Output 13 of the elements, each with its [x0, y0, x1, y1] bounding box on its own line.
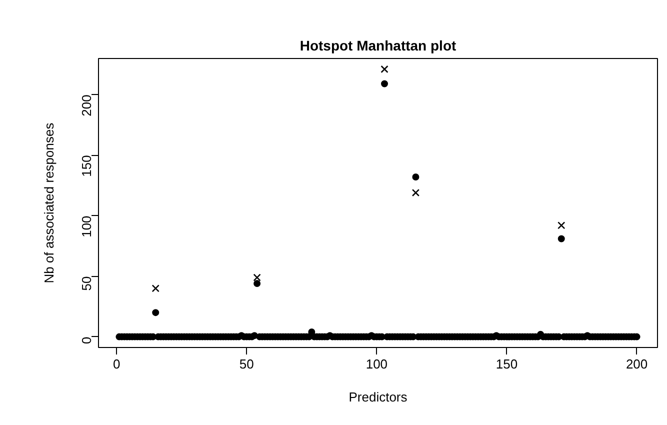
y-tick-label: 50 [79, 276, 94, 291]
y-tick-label: 200 [79, 94, 94, 116]
y-axis-title: Nb of associated responses [42, 122, 56, 284]
chart-title: Hotspot Manhattan plot [300, 38, 456, 54]
y-tick-label: 100 [79, 216, 94, 238]
x-tick-label: 150 [496, 356, 518, 372]
y-tick-label: 150 [79, 155, 94, 177]
x-tick-label: 200 [626, 356, 648, 372]
x-axis-title: Predictors [348, 390, 408, 404]
y-tick-label: 0 [79, 336, 94, 344]
x-tick-label: 0 [112, 356, 120, 372]
x-tick-label: 50 [239, 356, 254, 372]
x-tick-label: 100 [366, 356, 388, 372]
